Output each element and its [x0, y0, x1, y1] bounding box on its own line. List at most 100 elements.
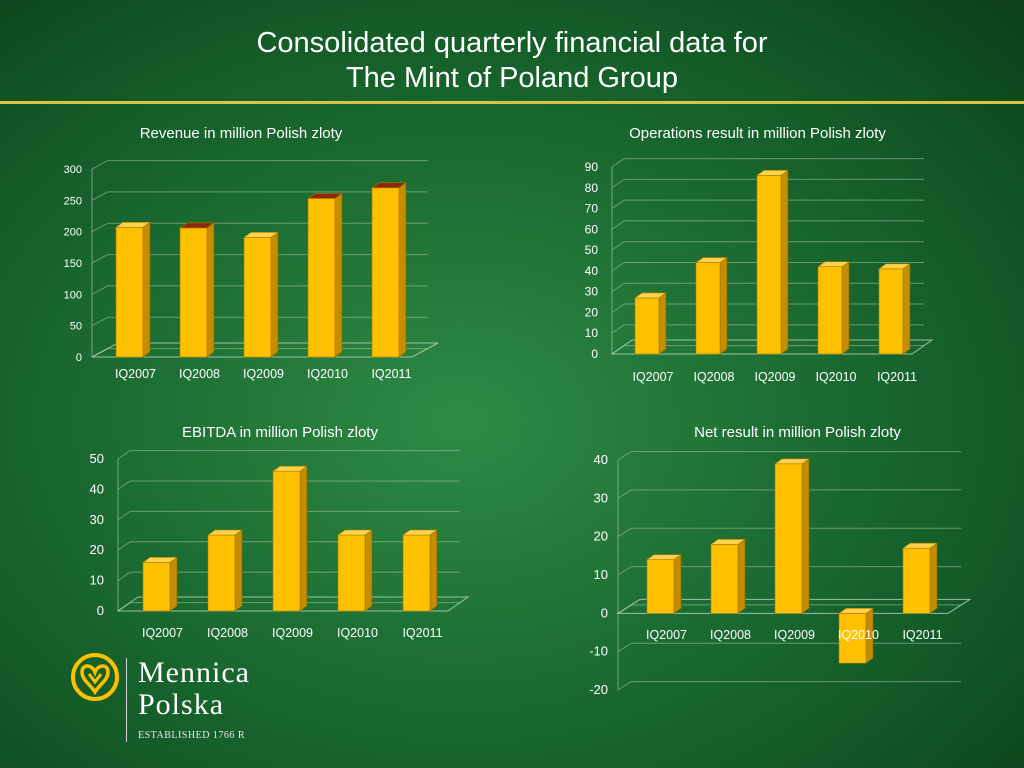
- bar-front: [634, 297, 660, 355]
- bar-side: [334, 192, 343, 358]
- bar-front: [243, 237, 272, 358]
- bar-front: [337, 534, 366, 612]
- bar-top: [337, 529, 373, 536]
- bar-IQ2009: [756, 169, 789, 355]
- y-tick-label: 20: [594, 529, 608, 544]
- bar-front: [371, 187, 400, 358]
- bar-side: [234, 529, 243, 612]
- bar-top: [402, 529, 438, 536]
- gridline-diag: [617, 451, 632, 461]
- gridline-diag: [611, 282, 625, 293]
- bar-IQ2007: [115, 221, 151, 358]
- gridline-diag: [611, 158, 625, 168]
- title-divider: [0, 101, 1024, 104]
- gridline-diag: [611, 303, 625, 313]
- gridline-diag: [91, 222, 108, 233]
- gridline-diag: [611, 324, 625, 334]
- gridline-diag: [91, 254, 108, 264]
- y-tick-label: 20: [585, 305, 599, 319]
- bar-side: [737, 538, 746, 614]
- x-tick-label: IQ2011: [371, 367, 411, 381]
- bar-IQ2007: [646, 554, 682, 614]
- gridline-diag: [617, 642, 632, 653]
- mint-coin-emblem-icon: [71, 653, 119, 701]
- bar-IQ2010: [838, 607, 874, 664]
- x-tick-label: IQ2009: [774, 628, 815, 642]
- bar-IQ2009: [272, 465, 308, 612]
- bar-IQ2011: [371, 182, 407, 358]
- gridline-diag: [617, 566, 632, 576]
- x-tick-label: IQ2010: [307, 367, 348, 381]
- bar-IQ2007: [634, 292, 667, 355]
- bar-side: [206, 222, 215, 358]
- y-tick-label: 300: [64, 164, 82, 176]
- gridline-diag: [617, 681, 632, 691]
- x-tick-label: IQ2011: [902, 628, 942, 642]
- operations-chart-title: Operations result in million Polish zlot…: [629, 125, 886, 142]
- bar-IQ2011: [902, 542, 938, 614]
- y-tick-label: 10: [90, 573, 104, 588]
- bar-IQ2010: [307, 192, 343, 358]
- bar-front: [838, 613, 867, 664]
- bar-front: [307, 198, 336, 358]
- x-tick-label: IQ2010: [838, 628, 879, 642]
- bar-side: [429, 529, 438, 612]
- y-tick-label: 0: [97, 603, 104, 618]
- bar-side: [364, 529, 373, 612]
- bar-side: [299, 465, 308, 612]
- bar-IQ2009: [774, 458, 810, 614]
- bar-front: [179, 227, 208, 358]
- y-tick-label: 30: [90, 512, 104, 527]
- bar-side: [841, 261, 850, 355]
- bar-front: [774, 463, 803, 614]
- y-tick-label: 40: [585, 264, 599, 278]
- bar-front: [817, 266, 843, 355]
- bar-top: [817, 261, 850, 268]
- x-tick-label: IQ2007: [646, 628, 687, 642]
- bar-side: [902, 263, 911, 355]
- bar-side: [929, 542, 938, 614]
- x-tick-label: IQ2011: [877, 370, 917, 384]
- x-tick-label: IQ2011: [402, 626, 442, 640]
- y-tick-label: 0: [601, 605, 608, 620]
- y-tick-label: -20: [589, 682, 608, 697]
- gridline-diag: [117, 480, 131, 490]
- y-tick-label: 90: [585, 160, 599, 174]
- bar-IQ2008: [207, 529, 243, 612]
- bar-front: [710, 544, 739, 614]
- bar-top: [695, 257, 728, 263]
- x-tick-label: IQ2007: [142, 626, 183, 640]
- bar-IQ2010: [337, 529, 373, 612]
- bar-top: [634, 292, 667, 299]
- bar-top: [142, 557, 178, 563]
- net-result-chart-title: Net result in million Polish zloty: [694, 424, 901, 441]
- gridline-diag: [117, 510, 131, 521]
- bar-top: [272, 465, 308, 472]
- bar-side: [780, 169, 789, 355]
- bar-front: [756, 175, 782, 355]
- y-tick-label: 50: [70, 321, 82, 333]
- bar-top: [710, 539, 746, 545]
- gridline-diag: [611, 241, 625, 251]
- bar-front: [115, 226, 144, 358]
- gridline-diag: [611, 178, 625, 189]
- chart-floor: [91, 342, 439, 358]
- bar-side: [169, 556, 178, 612]
- y-tick-label: 10: [594, 567, 608, 582]
- y-tick-label: 80: [585, 181, 599, 195]
- y-tick-label: 100: [64, 289, 82, 301]
- y-tick-label: 200: [64, 227, 82, 239]
- bar-IQ2008: [179, 222, 215, 358]
- bar-side: [801, 458, 810, 614]
- gridline-diag: [91, 316, 108, 327]
- y-tick-label: 30: [594, 490, 608, 505]
- y-tick-label: 0: [591, 347, 598, 361]
- bar-front: [646, 559, 675, 614]
- chart-floor: [616, 598, 972, 614]
- y-tick-label: 10: [585, 326, 599, 340]
- bar-top: [774, 458, 810, 465]
- gridline-diag: [617, 527, 632, 538]
- slide-title-line-1: Consolidated quarterly financial data fo…: [256, 27, 768, 59]
- bar-front: [207, 534, 236, 612]
